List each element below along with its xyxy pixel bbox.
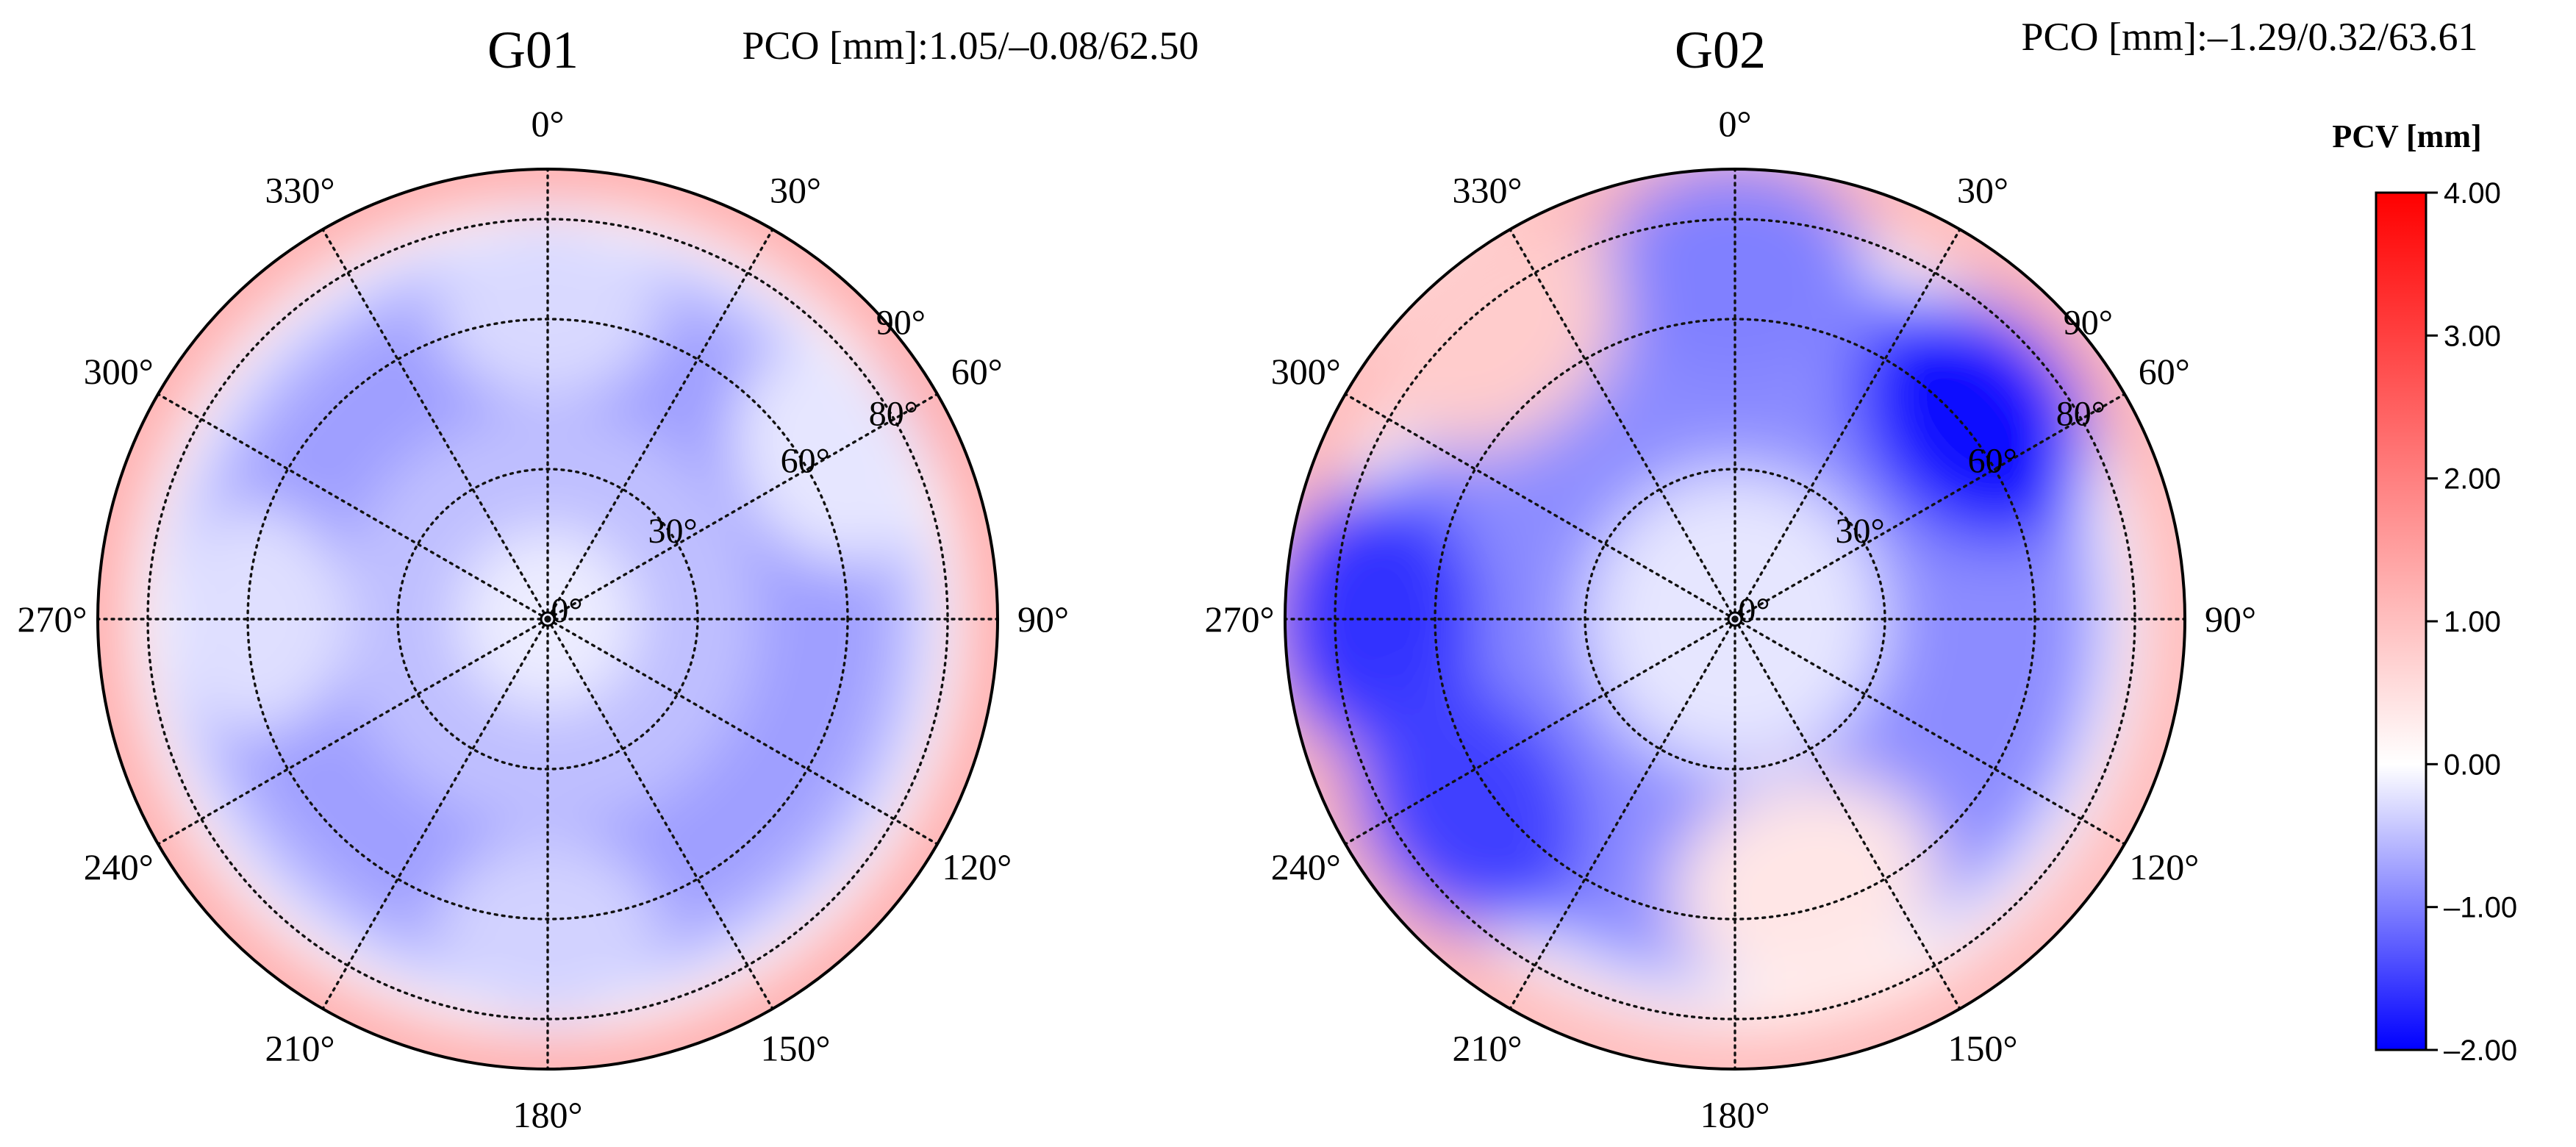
azimuth-tick-label: 180° (513, 1094, 583, 1135)
azimuth-gridline (1734, 618, 2126, 846)
azimuth-tick-label: 30° (1957, 169, 2008, 210)
azimuth-tick-label: 330° (1453, 169, 1523, 210)
polar-plot-g01: 0° 30° 60° 90° 120° 150° 180° 210° 240° 270° 300° 3… (18, 21, 1199, 1135)
azimuth-tick-label: 300° (1271, 351, 1341, 392)
azimuth-gridline (157, 618, 549, 846)
center-marker (540, 611, 556, 627)
azimuth-tick-label: 30° (770, 169, 821, 210)
colorbar-tick-label: –1.00 (2444, 892, 2517, 924)
zenith-tick-label: 30° (1836, 512, 1885, 551)
azimuth-tick-label: 150° (1948, 1028, 2018, 1069)
colorbar-tick-label: 1.00 (2444, 606, 2501, 638)
azimuth-gridline (1509, 228, 1736, 621)
azimuth-tick-label: 330° (265, 169, 335, 210)
polar-grid-g02 (1284, 168, 2186, 1071)
colorbar-tick-label: 4.00 (2444, 177, 2501, 210)
zenith-tick-label: 60° (1968, 441, 2017, 480)
panel-title-g01: G01 (487, 21, 579, 79)
azimuth-tick-label: 120° (942, 846, 1012, 887)
polar-outline-g02 (1284, 168, 2186, 1071)
polar-labels-g01: 0° 30° 60° 90° 120° 150° 180° 210° 240° 270° 300° 3… (18, 103, 1070, 1135)
azimuth-gridline (1344, 393, 1736, 621)
zenith-gridline (246, 318, 849, 921)
pcv-lobe (1672, 774, 1940, 995)
polar-plot-g02: 0° 30° 60° 90° 120° 150° 180° 210° 240° 270° 300° 3… (1205, 15, 2478, 1135)
azimuth-gridline (157, 393, 549, 621)
zenith-tick-label: 90° (876, 304, 926, 343)
zenith-tick-label: 90° (2064, 304, 2113, 343)
azimuth-tick-label: 60° (2139, 351, 2190, 392)
azimuth-tick-label: 90° (1017, 598, 1069, 640)
zenith-tick-label: 0° (551, 591, 582, 630)
azimuth-tick-label: 240° (1271, 846, 1341, 887)
zenith-tick-label: 80° (869, 395, 918, 434)
azimuth-tick-label: 270° (1205, 598, 1275, 640)
colorbar-gradient (2375, 191, 2427, 1051)
colorbar-title: PCV [mm] (2332, 118, 2481, 154)
azimuth-tick-label: 300° (84, 351, 154, 392)
polar-labels-g02: 0° 30° 60° 90° 120° 150° 180° 210° 240° 270° 300° 3… (1205, 103, 2257, 1135)
azimuth-gridline (546, 393, 939, 621)
azimuth-tick-label: 60° (951, 351, 1003, 392)
pcv-lobe (1600, 169, 1870, 377)
azimuth-gridline (546, 618, 939, 846)
azimuth-tick-label: 270° (18, 598, 87, 640)
azimuth-tick-label: 150° (761, 1028, 831, 1069)
azimuth-gridline (1734, 228, 1961, 621)
pco-value-g01: PCO [mm]:1.05/–0.08/62.50 (742, 24, 1198, 68)
pcv-colorbar: PCV [mm] 4.00 3.00 2.00 1.00 0.00 –1.00 –2.00 (2332, 118, 2517, 1067)
azimuth-gridline (546, 618, 774, 1010)
zenith-gridline (1434, 318, 2036, 921)
azimuth-gridline (1734, 618, 1961, 1010)
pcv-lobe (1852, 295, 2093, 545)
azimuth-tick-label: 210° (265, 1028, 335, 1069)
colorbar-tick-label: 3.00 (2444, 320, 2501, 352)
azimuth-tick-label: 240° (84, 846, 154, 887)
azimuth-gridline (546, 228, 774, 621)
zenith-tick-label: 60° (781, 441, 830, 480)
zenith-tick-label: 30° (648, 512, 698, 551)
azimuth-gridline (1509, 618, 1736, 1010)
colorbar-tick-label: –2.00 (2444, 1035, 2517, 1067)
azimuth-tick-label: 0° (1719, 103, 1752, 144)
pco-value-g02: PCO [mm]:–1.29/0.32/63.61 (2021, 15, 2477, 59)
pcv-lobe (1351, 679, 1586, 932)
azimuth-gridline (1344, 618, 1736, 846)
azimuth-tick-label: 120° (2129, 846, 2199, 887)
azimuth-tick-label: 0° (532, 103, 565, 144)
azimuth-tick-label: 180° (1700, 1094, 1770, 1135)
polar-grid-g01 (96, 168, 999, 1071)
azimuth-tick-label: 210° (1453, 1028, 1523, 1069)
azimuth-gridline (321, 228, 549, 621)
azimuth-gridline (321, 618, 549, 1010)
zenith-tick-label: 80° (2056, 395, 2105, 434)
zenith-tick-label: 0° (1738, 591, 1770, 630)
polar-outline-g01 (96, 168, 999, 1071)
colorbar-tick-label: 0.00 (2444, 748, 2501, 781)
center-marker (1727, 611, 1743, 627)
panel-title-g02: G02 (1675, 21, 1766, 79)
colorbar-tick-label: 2.00 (2444, 463, 2501, 496)
colorbar-ticks: 4.00 3.00 2.00 1.00 0.00 –1.00 –2.00 (2426, 177, 2517, 1067)
azimuth-gridline (1734, 393, 2126, 621)
azimuth-tick-label: 90° (2205, 598, 2256, 640)
